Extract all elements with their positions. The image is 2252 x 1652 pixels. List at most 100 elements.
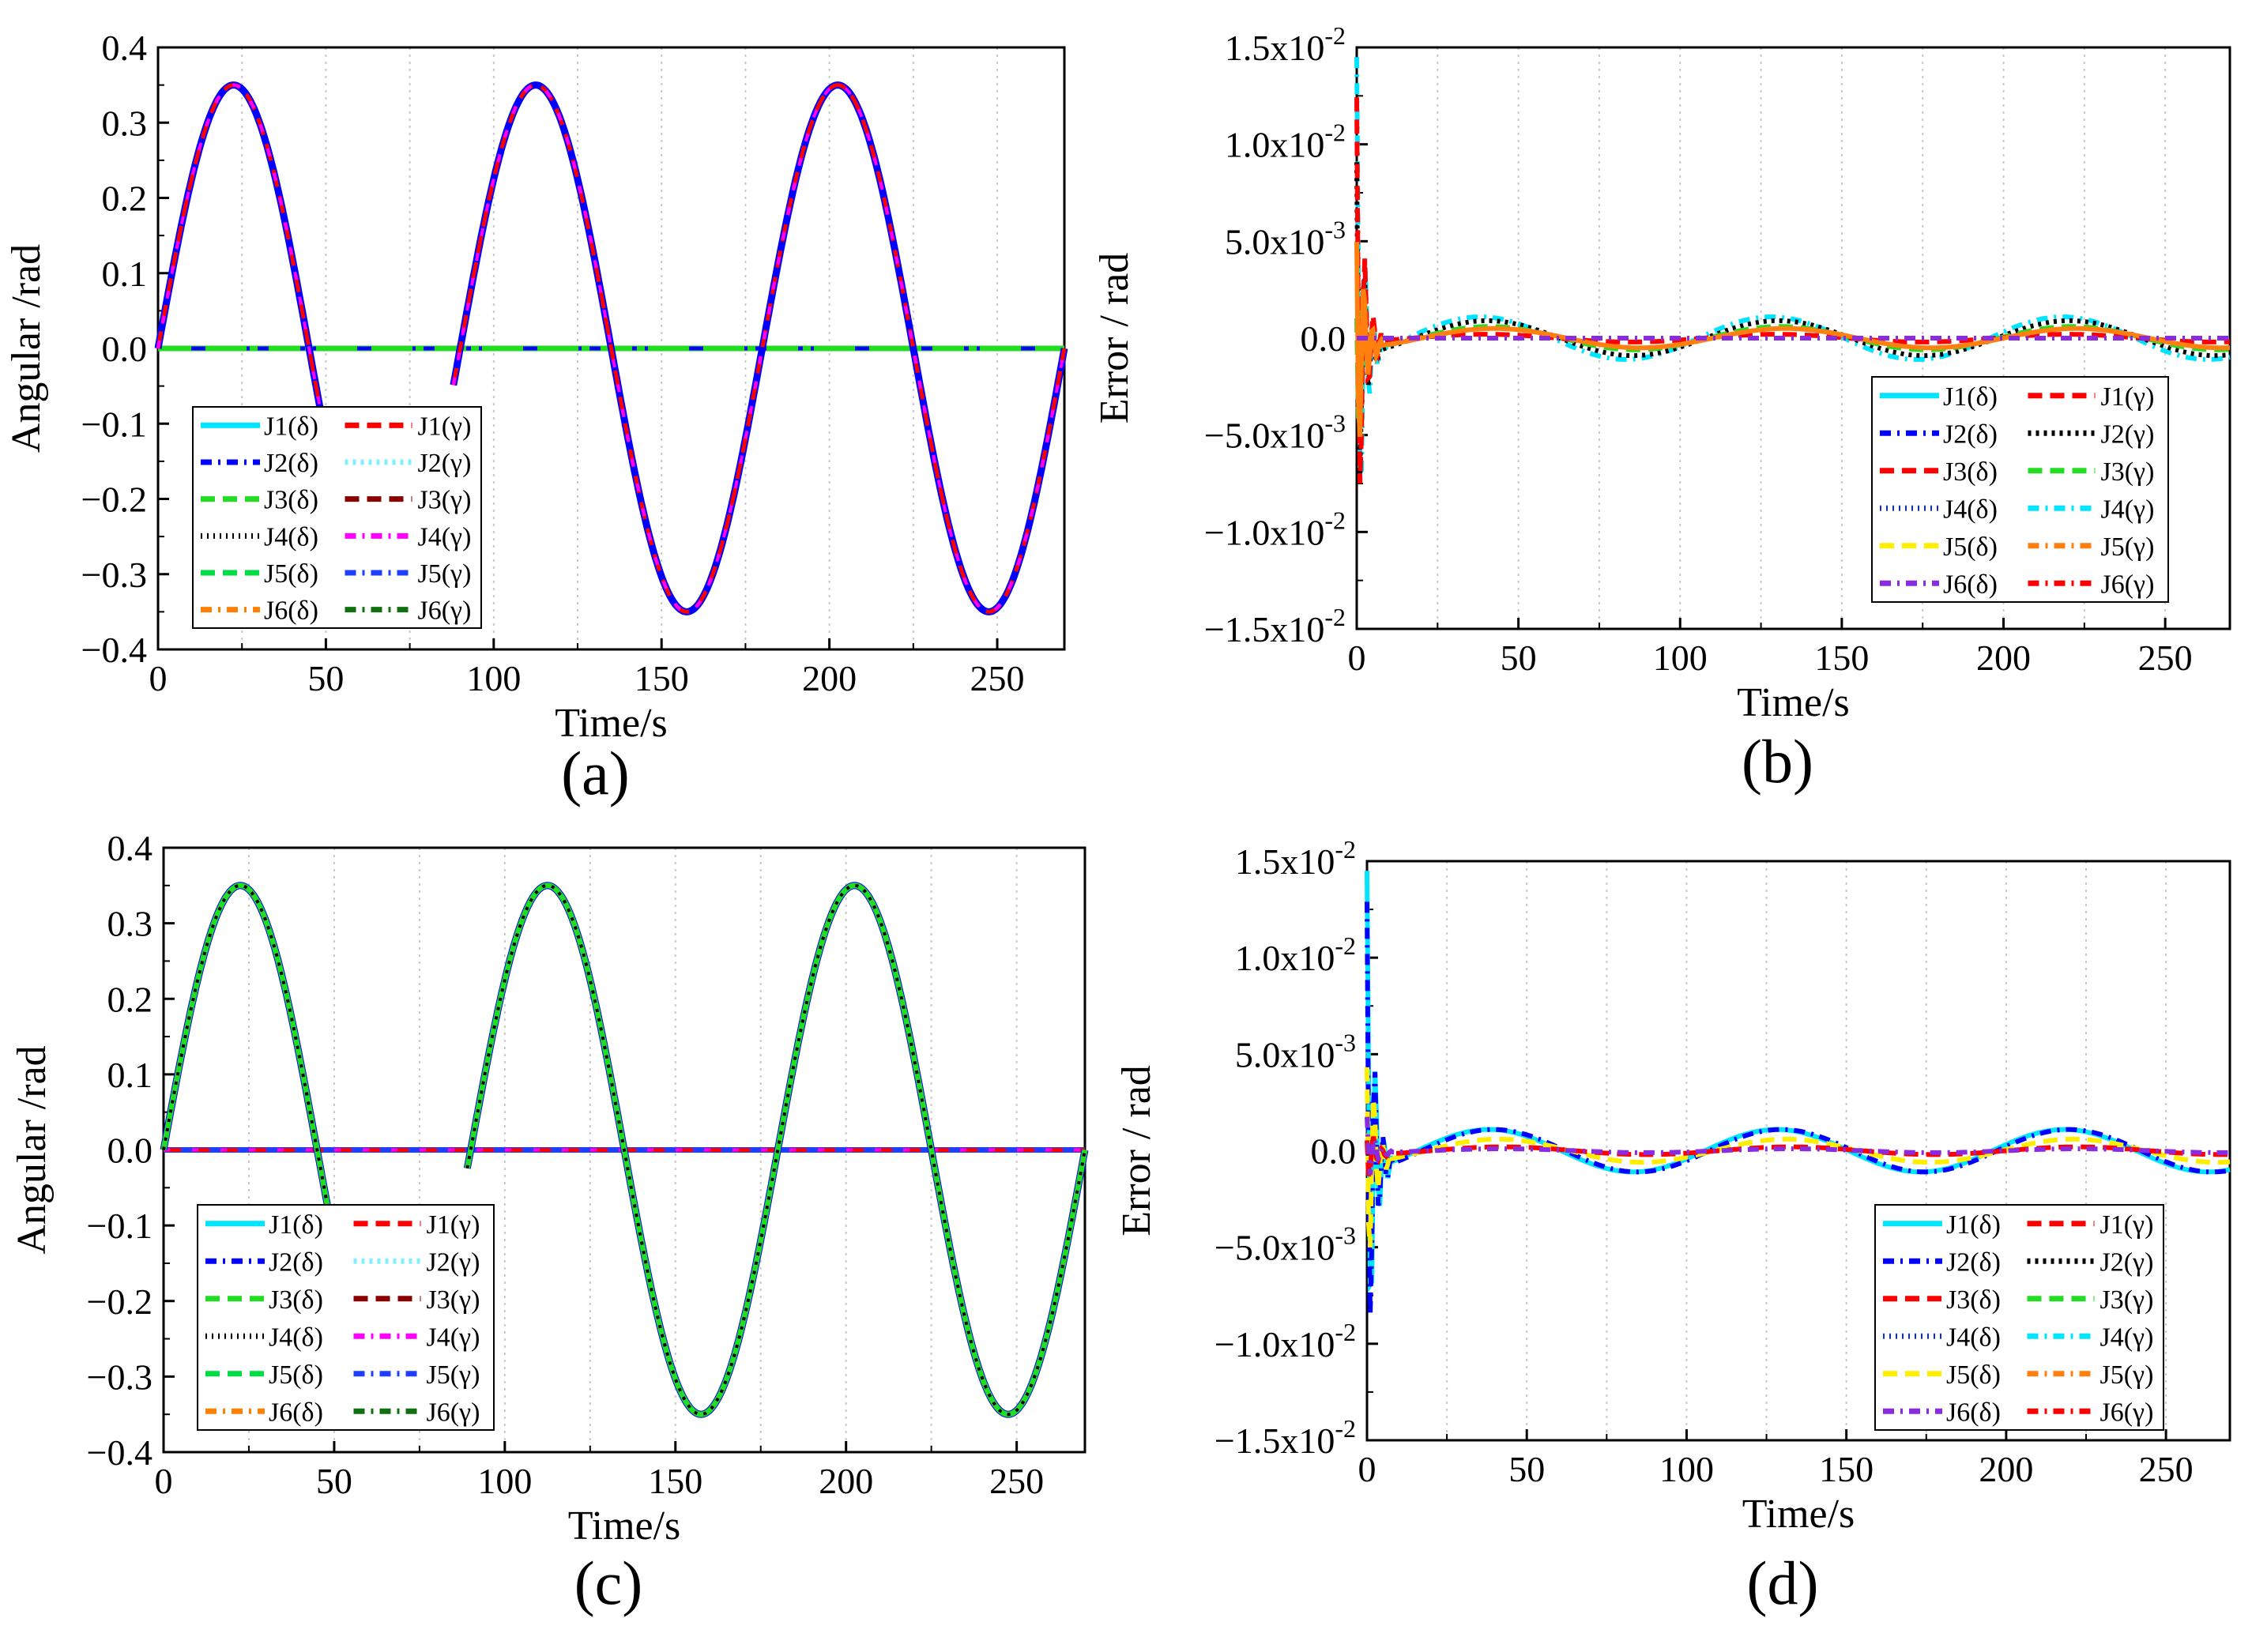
x-tick-label: 50: [1501, 638, 1537, 678]
legend-label: J2(γ): [427, 1247, 480, 1277]
x-tick-label: 200: [1979, 1449, 2033, 1489]
y-tick-label: 0.0: [1301, 318, 1346, 359]
x-tick-label: 0: [1348, 638, 1366, 678]
legend-label: J4(δ): [264, 522, 318, 551]
series-line: [1354, 241, 2230, 438]
legend-label: J3(δ): [1946, 1285, 2001, 1315]
legend-label: J1(δ): [264, 412, 318, 441]
series-line: [1354, 97, 2230, 484]
y-axis-title: Error / rad: [1092, 253, 1137, 424]
y-axis-title: Error / rad: [1114, 1065, 1159, 1236]
legend-label: J4(δ): [1946, 1323, 2001, 1352]
x-tick-label: 150: [635, 658, 689, 698]
y-tick-label: 0.0: [102, 329, 148, 369]
x-tick-label: 0: [1358, 1449, 1376, 1489]
x-tick-label: 50: [307, 658, 344, 698]
series-line: [1365, 901, 2231, 1316]
y-tick-label: −5.0x10-3: [1214, 1221, 1356, 1268]
y-tick-label: −0.1: [87, 1206, 153, 1246]
legend: J1(δ) J1(γ) J2(δ) J2(γ) J3(δ) J3(γ) J4(δ) J4(γ)…: [192, 406, 482, 629]
x-tick-label: 200: [1976, 638, 2031, 678]
series-line: [156, 83, 1066, 614]
legend-label: J3(δ): [1943, 457, 1998, 487]
legend-label: J6(δ): [1946, 1398, 2001, 1427]
legend-label: J4(γ): [427, 1323, 480, 1352]
x-axis-title: Time/s: [555, 701, 668, 746]
y-tick-label: 0.1: [107, 1055, 153, 1095]
y-tick-label: 0.2: [102, 179, 148, 219]
legend-label: J2(δ): [264, 449, 318, 478]
legend-label: J3(δ): [269, 1285, 323, 1315]
legend-label: J2(γ): [418, 449, 472, 478]
y-tick-label: −1.0x10-2: [1204, 506, 1346, 552]
y-tick-label: −0.3: [81, 555, 147, 595]
legend-label: J1(δ): [1946, 1210, 2001, 1240]
x-tick-label: 150: [1814, 638, 1869, 678]
y-tick-label: 0.0: [1311, 1131, 1357, 1172]
x-tick-label: 150: [1819, 1449, 1874, 1489]
legend-label: J6(δ): [1943, 570, 1998, 599]
panel-label: (d): [1747, 1549, 1819, 1617]
x-tick-label: 0: [149, 658, 168, 698]
y-tick-label: 0.2: [107, 979, 153, 1019]
x-axis-title: Time/s: [1737, 680, 1850, 725]
series-line: [156, 83, 1067, 614]
panel-c: 0 50 100 150 200 250 −0.4 −0.3 −0.2 −0.1 0.0 0.1 0.2…: [9, 828, 1089, 1617]
series-line: [1365, 1136, 2230, 1177]
legend-label: J1(γ): [418, 412, 472, 441]
legend-label: J5(δ): [1946, 1360, 2001, 1390]
series-line: [1365, 1067, 2231, 1248]
legend-label: J2(δ): [1946, 1247, 2001, 1277]
x-tick-label: 100: [466, 658, 521, 698]
legend-label: J3(γ): [427, 1285, 480, 1315]
y-axis-title: Angular /rad: [4, 244, 49, 453]
legend-label: J4(γ): [418, 522, 472, 551]
y-tick-label: 0.0: [107, 1131, 153, 1171]
x-tick-label: 250: [2138, 638, 2193, 678]
y-tick-label: −5.0x10-3: [1204, 409, 1346, 456]
legend-label: J5(γ): [2101, 532, 2155, 562]
legend-label: J5(δ): [264, 559, 318, 589]
x-tick-label: 200: [819, 1461, 873, 1501]
legend-label: J2(γ): [2101, 420, 2155, 449]
legend-label: J5(γ): [2100, 1360, 2154, 1390]
x-tick-label: 100: [1659, 1449, 1714, 1489]
y-axis-title: Angular /rad: [9, 1045, 55, 1254]
legend-label: J1(δ): [1943, 382, 1998, 412]
y-tick-label: −0.2: [87, 1281, 153, 1322]
legend-label: J2(δ): [269, 1247, 323, 1277]
y-tick-label: 5.0x10-3: [1235, 1028, 1356, 1074]
legend-label: J6(γ): [427, 1398, 480, 1427]
y-tick-label: 5.0x10-3: [1225, 215, 1346, 262]
legend-label: J1(δ): [269, 1210, 323, 1240]
y-tick-label: 0.1: [102, 254, 148, 294]
series-line: [1354, 57, 2231, 481]
legend-label: J2(δ): [1943, 420, 1998, 449]
y-tick-label: −0.4: [87, 1432, 153, 1473]
legend: J1(δ) J1(γ) J2(δ) J2(γ) J3(δ) J3(γ) J4(δ) J4(γ)…: [1874, 1204, 2164, 1431]
legend-label: J6(γ): [2100, 1398, 2154, 1427]
legend-label: J5(γ): [427, 1360, 480, 1390]
legend-label: J3(γ): [418, 486, 472, 515]
legend-label: J4(δ): [1943, 495, 1998, 524]
x-tick-label: 100: [477, 1461, 532, 1501]
y-tick-label: 1.0x10-2: [1225, 119, 1346, 165]
legend-box: [1874, 1204, 2164, 1431]
y-tick-label: −1.5x10-2: [1204, 603, 1346, 649]
legend-label: J4(γ): [2100, 1323, 2154, 1352]
legend-label: J4(δ): [269, 1323, 323, 1352]
legend-label: J3(γ): [2101, 457, 2155, 487]
y-tick-label: 0.3: [107, 904, 153, 944]
x-tick-label: 50: [1508, 1449, 1545, 1489]
legend-label: J2(γ): [2100, 1247, 2154, 1277]
legend-box: [197, 1204, 495, 1431]
x-tick-label: 250: [970, 658, 1025, 698]
x-tick-label: 50: [316, 1461, 352, 1501]
panel-a: 0 50 100 150 200 250 −0.4 −0.3 −0.2 −0.1 0.0 0.1 0.2…: [4, 28, 1068, 807]
y-tick-label: 1.5x10-2: [1235, 835, 1356, 882]
y-tick-label: −1.0x10-2: [1214, 1318, 1356, 1364]
y-tick-label: 1.0x10-2: [1235, 931, 1356, 978]
legend-label: J5(δ): [269, 1360, 323, 1390]
legend-label: J1(γ): [2101, 382, 2155, 412]
